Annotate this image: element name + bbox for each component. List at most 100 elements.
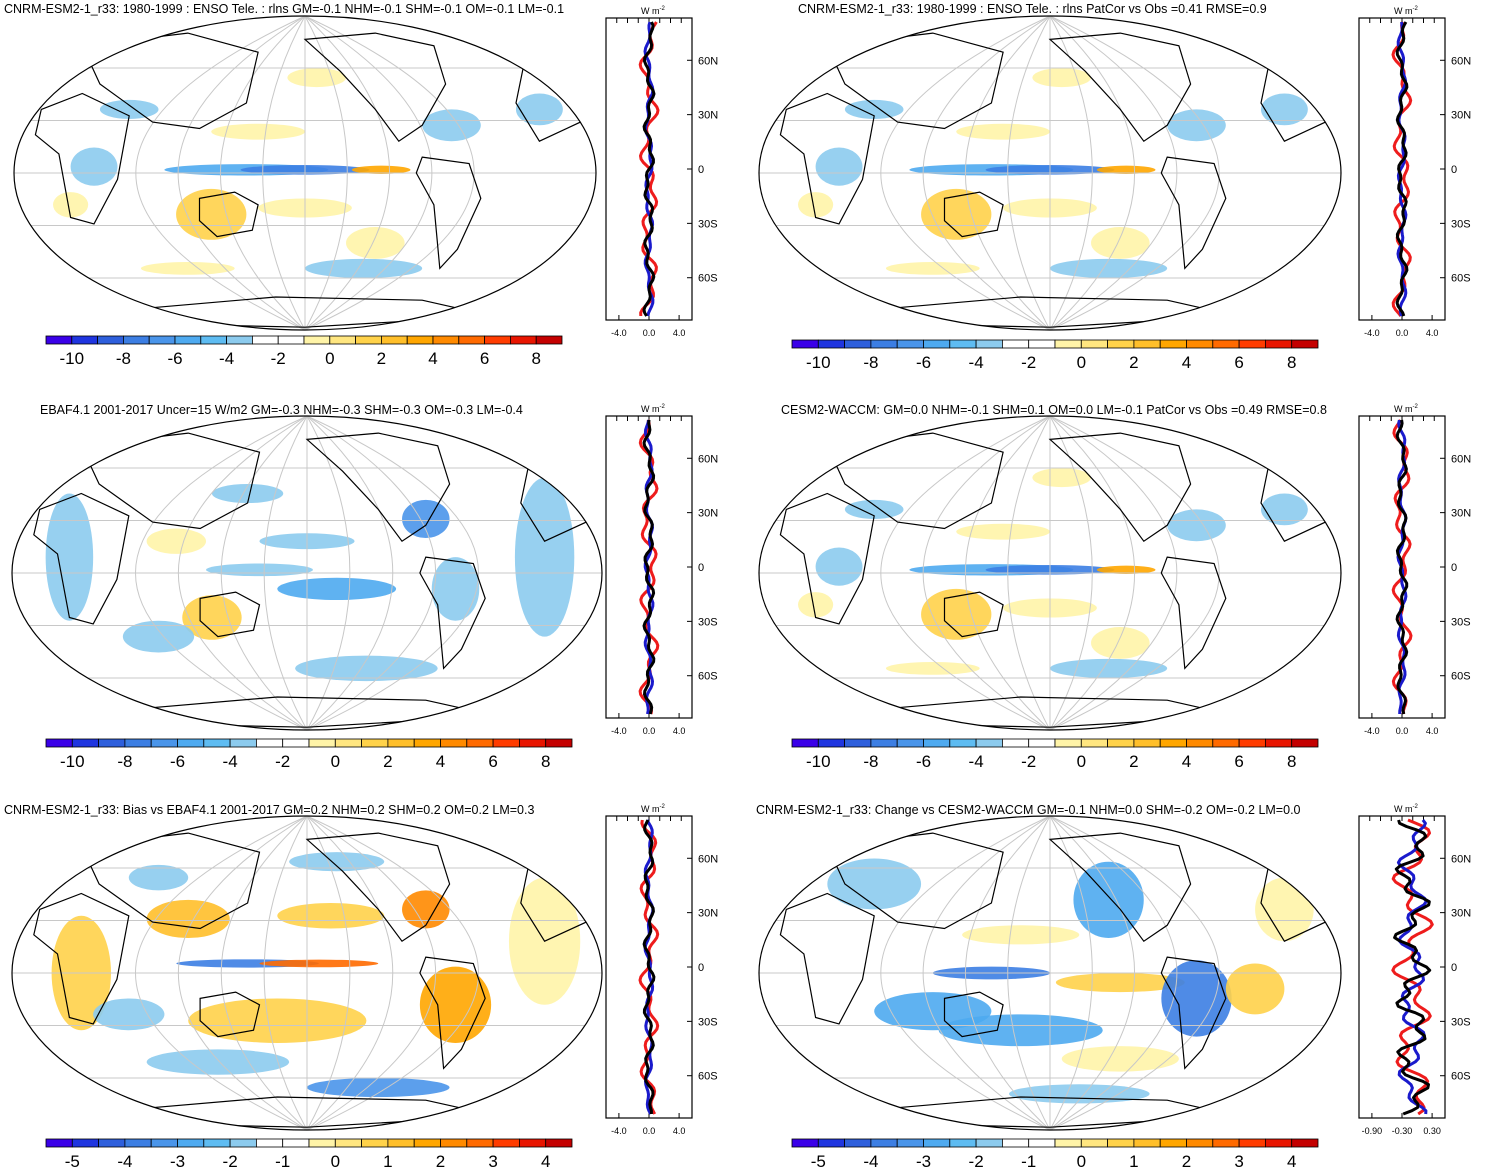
- coastline-1: [1048, 432, 1192, 543]
- colorbar-swatch-15: [1159, 339, 1187, 349]
- colorbar-swatch-16: [1186, 738, 1214, 748]
- colorbar-swatch-15: [406, 335, 434, 345]
- anomaly-region-3: [402, 499, 450, 539]
- zonal-x-tick-label: 0.30: [1423, 1126, 1441, 1136]
- colorbar-swatch-7: [949, 339, 977, 349]
- longitude-gridline-8: [1049, 416, 1178, 730]
- longitude-gridline-9: [304, 16, 475, 330]
- anomaly-region-14: [1260, 493, 1308, 526]
- colorbar-swatch-14: [380, 335, 408, 345]
- colorbar-swatch-10: [282, 738, 310, 748]
- colorbar-swatch-19: [518, 738, 547, 748]
- coastline-5: [943, 191, 1004, 238]
- colorbar-swatch-12: [334, 738, 362, 748]
- zonal-unit-exponent: -2: [660, 804, 666, 810]
- colorbar-2: -10-8-6-4-20246810: [791, 339, 1319, 372]
- colorbar-tick-label: 4: [541, 1152, 550, 1171]
- zonal-lat-label: 0: [1451, 164, 1457, 176]
- coastline-5: [199, 591, 261, 638]
- colorbar-tick-label: -10: [806, 353, 831, 372]
- panel-title-1: CNRM-ESM2-1_r33: 1980-1999 : ENSO Tele. …: [4, 2, 565, 16]
- colorbar-tick-label: -4: [969, 752, 984, 771]
- anomaly-region-2: [259, 959, 379, 968]
- colorbar-swatch-19: [509, 335, 537, 345]
- colorbar-tick-label: -6: [916, 752, 931, 771]
- colorbar-swatch-7: [203, 1138, 231, 1148]
- anomaly-region-10: [70, 147, 118, 186]
- zonal-lat-label: 60N: [1451, 853, 1471, 865]
- anomaly-region-6: [1091, 627, 1150, 659]
- colorbar-swatch-9: [251, 335, 279, 345]
- colorbar-swatch-1: [791, 1138, 819, 1148]
- coastline-3: [33, 892, 130, 1025]
- colorbar-swatch-15: [1159, 1138, 1187, 1148]
- colorbar-tick-label: 0: [325, 349, 334, 368]
- colorbar-swatch-16: [1186, 339, 1214, 349]
- colorbar-tick-label: -6: [916, 353, 931, 372]
- colorbar-swatch-2: [817, 738, 845, 748]
- anomaly-region-10: [815, 147, 863, 186]
- longitude-gridline-4: [263, 416, 308, 730]
- zonal-lat-label: 30S: [698, 218, 718, 230]
- anomaly-region-8: [146, 1049, 290, 1075]
- zonal-unit-label: W m-2: [641, 6, 665, 16]
- zonal-x-tick-label: -4.0: [611, 726, 627, 736]
- colorbar-swatch-13: [355, 335, 382, 345]
- longitude-gridline-2: [178, 816, 308, 1130]
- zonal-x-tick-label: 0.0: [1396, 726, 1409, 736]
- anomaly-region-10: [122, 620, 195, 653]
- anomaly-region-3: [146, 899, 230, 939]
- zonal-x-tick-label: 4.0: [1426, 726, 1439, 736]
- colorbar-tick-label: -1: [275, 1152, 290, 1171]
- anomaly-region-7: [844, 499, 904, 519]
- zonal-unit-exponent: -2: [660, 404, 666, 410]
- zonal-lat-label: 30S: [698, 1016, 718, 1028]
- zonal-x-tick-label: -0.30: [1392, 1126, 1413, 1136]
- longitude-gridline-4: [1007, 816, 1051, 1130]
- colorbar-swatch-10: [1028, 339, 1056, 349]
- colorbar-tick-label: 8: [541, 752, 550, 771]
- anomaly-region-5: [402, 890, 450, 929]
- colorbar-swatch-4: [870, 339, 898, 349]
- map-panel-6: [758, 815, 1342, 1131]
- zonal-lat-label: 30N: [698, 908, 718, 920]
- longitude-gridline-8: [306, 816, 436, 1130]
- zonal-lat-label: 30N: [1451, 508, 1471, 520]
- colorbar-tick-label: -6: [167, 349, 182, 368]
- zonal-lat-label: 60N: [698, 55, 718, 67]
- zonal-unit-label: W m-2: [641, 804, 665, 814]
- colorbar-swatch-17: [466, 738, 494, 748]
- zonal-lat-label: 30S: [1451, 1016, 1471, 1028]
- zonal-lat-label: 60N: [1451, 55, 1471, 67]
- zonal-unit-exponent: -2: [660, 6, 666, 12]
- colorbar-swatch-16: [1186, 1138, 1214, 1148]
- colorbar-swatch-13: [1107, 339, 1135, 349]
- longitude-gridline-9: [1049, 16, 1220, 330]
- zonal-curve-diff: [1395, 419, 1409, 715]
- zonal-lat-label: 0: [698, 962, 704, 974]
- colorbar-3: -10-8-6-4-20246810: [45, 738, 573, 771]
- colorbar-swatch-11: [1054, 339, 1082, 349]
- coastline-4: [826, 832, 1004, 930]
- colorbar-tick-label: -5: [811, 1152, 826, 1171]
- zonal-lat-label: 30N: [1451, 908, 1471, 920]
- colorbar-swatch-6: [177, 1138, 205, 1148]
- longitude-gridline-9: [1049, 416, 1220, 730]
- zonal-lat-label: 0: [698, 562, 704, 574]
- panel-title-2: CNRM-ESM2-1_r33: 1980-1999 : ENSO Tele. …: [798, 2, 1267, 16]
- colorbar-swatch-8: [975, 738, 1003, 748]
- longitude-gridline-1: [135, 416, 308, 730]
- colorbar-swatch-2: [817, 1138, 845, 1148]
- coastline-2: [419, 956, 486, 1070]
- colorbar-tick-label: -4: [969, 353, 984, 372]
- longitude-gridline-4: [1007, 16, 1051, 330]
- coastline-4: [826, 32, 1004, 130]
- anomaly-region-2: [1055, 973, 1185, 993]
- map-panel-3: [11, 415, 603, 731]
- longitude-gridline-7: [306, 816, 394, 1130]
- colorbar-tick-label: 8: [1287, 353, 1296, 372]
- anomaly-region-13: [53, 192, 89, 218]
- colorbar-tick-label: -5: [65, 1152, 80, 1171]
- colorbar-tick-label: 3: [1234, 1152, 1243, 1171]
- coastline-3: [33, 492, 130, 625]
